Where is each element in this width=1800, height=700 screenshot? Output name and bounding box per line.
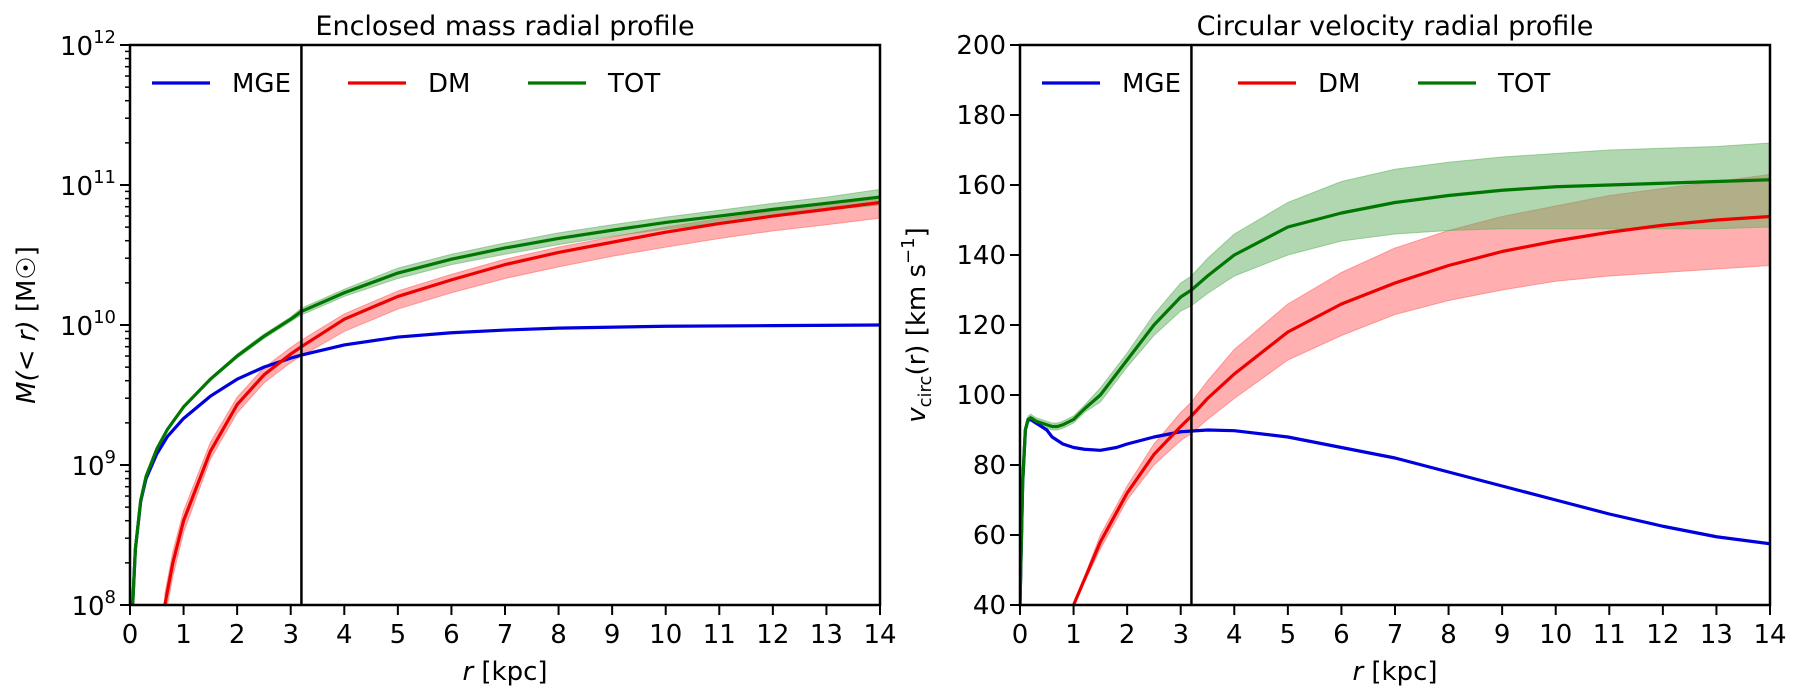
y-tick-label: 1010 xyxy=(60,307,116,342)
legend-label-tot: TOT xyxy=(1497,69,1550,99)
x-tick-label: 11 xyxy=(1593,620,1626,650)
x-tick-label: 7 xyxy=(497,620,514,650)
band-dm xyxy=(1073,173,1770,605)
x-tick-label: 3 xyxy=(1172,620,1189,650)
y-axis-label: vcirc(r) [km s−1] xyxy=(898,227,936,423)
x-tick-label: 13 xyxy=(1700,620,1733,650)
legend: MGE DM TOT xyxy=(152,69,660,99)
y-tick-label: 160 xyxy=(956,171,1006,201)
x-tick-label: 8 xyxy=(550,620,567,650)
y-tick-label: 140 xyxy=(956,241,1006,271)
x-tick-label: 11 xyxy=(703,620,736,650)
series-line-mge xyxy=(131,323,880,605)
x-tick-label: 12 xyxy=(1646,620,1679,650)
x-tick-label: 4 xyxy=(336,620,353,650)
x-tick-label: 7 xyxy=(1387,620,1404,650)
y-tick-label: 109 xyxy=(71,447,116,482)
plot-area xyxy=(1020,142,1770,605)
x-tick-label: 14 xyxy=(1753,620,1786,650)
axes-frame xyxy=(1018,43,1772,607)
legend: MGE DM TOT xyxy=(1042,69,1550,99)
y-tick-label: 1012 xyxy=(60,27,116,62)
x-tick-label: 10 xyxy=(1539,620,1572,650)
band-tot xyxy=(1020,142,1770,605)
chart-title: Enclosed mass radial profile xyxy=(315,11,694,42)
x-tick-label: 1 xyxy=(1065,620,1082,650)
y-tick-label: 200 xyxy=(956,31,1006,61)
x-tick-label: 6 xyxy=(443,620,460,650)
circular-velocity-chart: 0 1 2 3 4 5 6 7 8 9 10 11 12 13 1440608010012014016018… xyxy=(898,11,1787,687)
x-tick-label: 1 xyxy=(175,620,192,650)
x-tick-label: 0 xyxy=(1012,620,1029,650)
y-tick-label: 40 xyxy=(973,591,1006,621)
x-tick-label: 10 xyxy=(649,620,682,650)
x-tick-label: 6 xyxy=(1333,620,1350,650)
x-tick-label: 9 xyxy=(1494,620,1511,650)
x-tick-label: 13 xyxy=(810,620,843,650)
y-tick-label: 120 xyxy=(956,311,1006,341)
series-line-dm xyxy=(163,200,880,605)
legend-label-mge: MGE xyxy=(232,69,291,99)
x-tick-label: 4 xyxy=(1226,620,1243,650)
y-tick-label: 108 xyxy=(71,587,116,622)
x-axis-label: r [kpc] xyxy=(462,657,547,687)
legend-label-tot: TOT xyxy=(607,69,660,99)
x-axis-label: r [kpc] xyxy=(1352,657,1437,687)
x-tick-label: 3 xyxy=(282,620,299,650)
x-tick-label: 2 xyxy=(1119,620,1136,650)
plot-area xyxy=(131,188,880,605)
y-tick-label: 180 xyxy=(956,101,1006,131)
y-tick-label: 1011 xyxy=(60,167,116,202)
y-tick-label: 100 xyxy=(956,381,1006,411)
band-dm xyxy=(164,197,880,605)
y-tick-label: 60 xyxy=(973,521,1006,551)
x-tick-label: 12 xyxy=(756,620,789,650)
x-tick-label: 5 xyxy=(1280,620,1297,650)
chart-title: Circular velocity radial profile xyxy=(1197,11,1594,42)
x-tick-label: 8 xyxy=(1440,620,1457,650)
x-tick-label: 5 xyxy=(390,620,407,650)
x-tick-label: 9 xyxy=(604,620,621,650)
series-line-dm xyxy=(1071,214,1770,605)
series-line-tot xyxy=(1020,178,1770,605)
y-axis-label: M(< r) [M☉] xyxy=(12,246,42,404)
x-tick-label: 2 xyxy=(229,620,246,650)
legend-label-mge: MGE xyxy=(1122,69,1181,99)
series-line-mge xyxy=(1020,417,1770,605)
x-tick-label: 0 xyxy=(122,620,139,650)
legend-label-dm: DM xyxy=(428,69,470,99)
y-tick-label: 80 xyxy=(973,451,1006,481)
legend-label-dm: DM xyxy=(1318,69,1360,99)
x-tick-label: 14 xyxy=(863,620,896,650)
